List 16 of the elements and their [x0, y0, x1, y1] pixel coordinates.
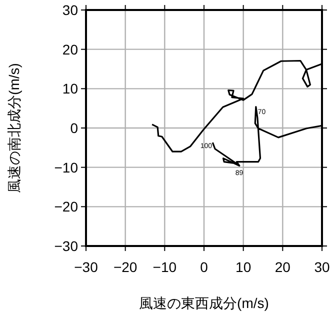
y-tick-label: −20: [54, 198, 78, 215]
x-tick-label: 30: [314, 259, 330, 275]
x-tick-label: −10: [152, 259, 177, 275]
y-tick-label: 30: [62, 2, 78, 18]
x-tick-label: 10: [236, 259, 252, 275]
x-tick-label: −30: [74, 259, 98, 275]
y-tick-label: 20: [62, 41, 78, 58]
x-tick-label: −20: [113, 259, 138, 275]
x-tick-label: 20: [274, 259, 291, 275]
x-axis-title: 風速の東西成分(m/s): [139, 295, 269, 311]
x-tick-label: 0: [200, 259, 208, 275]
y-axis-title: 風速の南北成分(m/s): [6, 63, 22, 193]
y-tick-label: 0: [70, 120, 78, 136]
y-tick-label: −10: [54, 159, 78, 176]
y-tick-label: −30: [54, 238, 78, 254]
y-tick-label: 10: [62, 80, 78, 97]
